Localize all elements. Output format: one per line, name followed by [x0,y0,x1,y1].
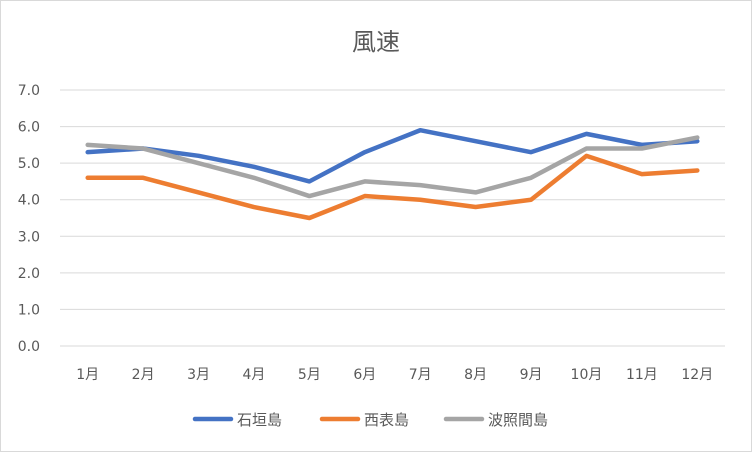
legend-label: 西表島 [364,411,409,429]
x-axis-ticks: 1月 2月 3月 4月 5月 6月 7月 8月 9月 10月 11月 12月 [76,367,713,383]
y-tick-label: 2.0 [18,266,40,282]
x-tick-label: 11月 [626,367,658,383]
x-tick-label: 1月 [76,367,99,383]
x-tick-label: 3月 [187,367,210,383]
series-line-1 [85,127,700,184]
x-tick-label: 5月 [298,367,321,383]
legend-label: 石垣島 [237,411,282,429]
x-tick-label: 6月 [353,367,376,383]
legend: 石垣島 西表島 波照間島 [192,411,548,429]
x-tick-label: 4月 [242,367,265,383]
y-tick-label: 5.0 [18,156,40,172]
y-tick-label: 1.0 [18,302,40,318]
x-tick-label: 2月 [132,367,155,383]
legend-label: 波照間島 [488,411,548,429]
series-line-3 [85,135,700,199]
y-tick-label: 6.0 [18,120,40,136]
chart-title: 風速 [352,28,400,56]
gridlines [60,89,725,347]
series-lines [85,127,700,221]
x-tick-label: 8月 [464,367,487,383]
x-tick-label: 10月 [571,367,603,383]
y-tick-label: 3.0 [18,229,40,245]
x-tick-label: 9月 [520,367,543,383]
x-tick-label: 12月 [681,367,713,383]
y-tick-label: 7.0 [18,83,40,99]
y-tick-label: 4.0 [18,193,40,209]
series-line-2 [85,153,700,221]
y-axis-ticks: 0.0 1.0 2.0 3.0 4.0 5.0 6.0 7.0 [18,83,40,355]
y-tick-label: 0.0 [18,339,40,355]
x-tick-label: 7月 [409,367,432,383]
